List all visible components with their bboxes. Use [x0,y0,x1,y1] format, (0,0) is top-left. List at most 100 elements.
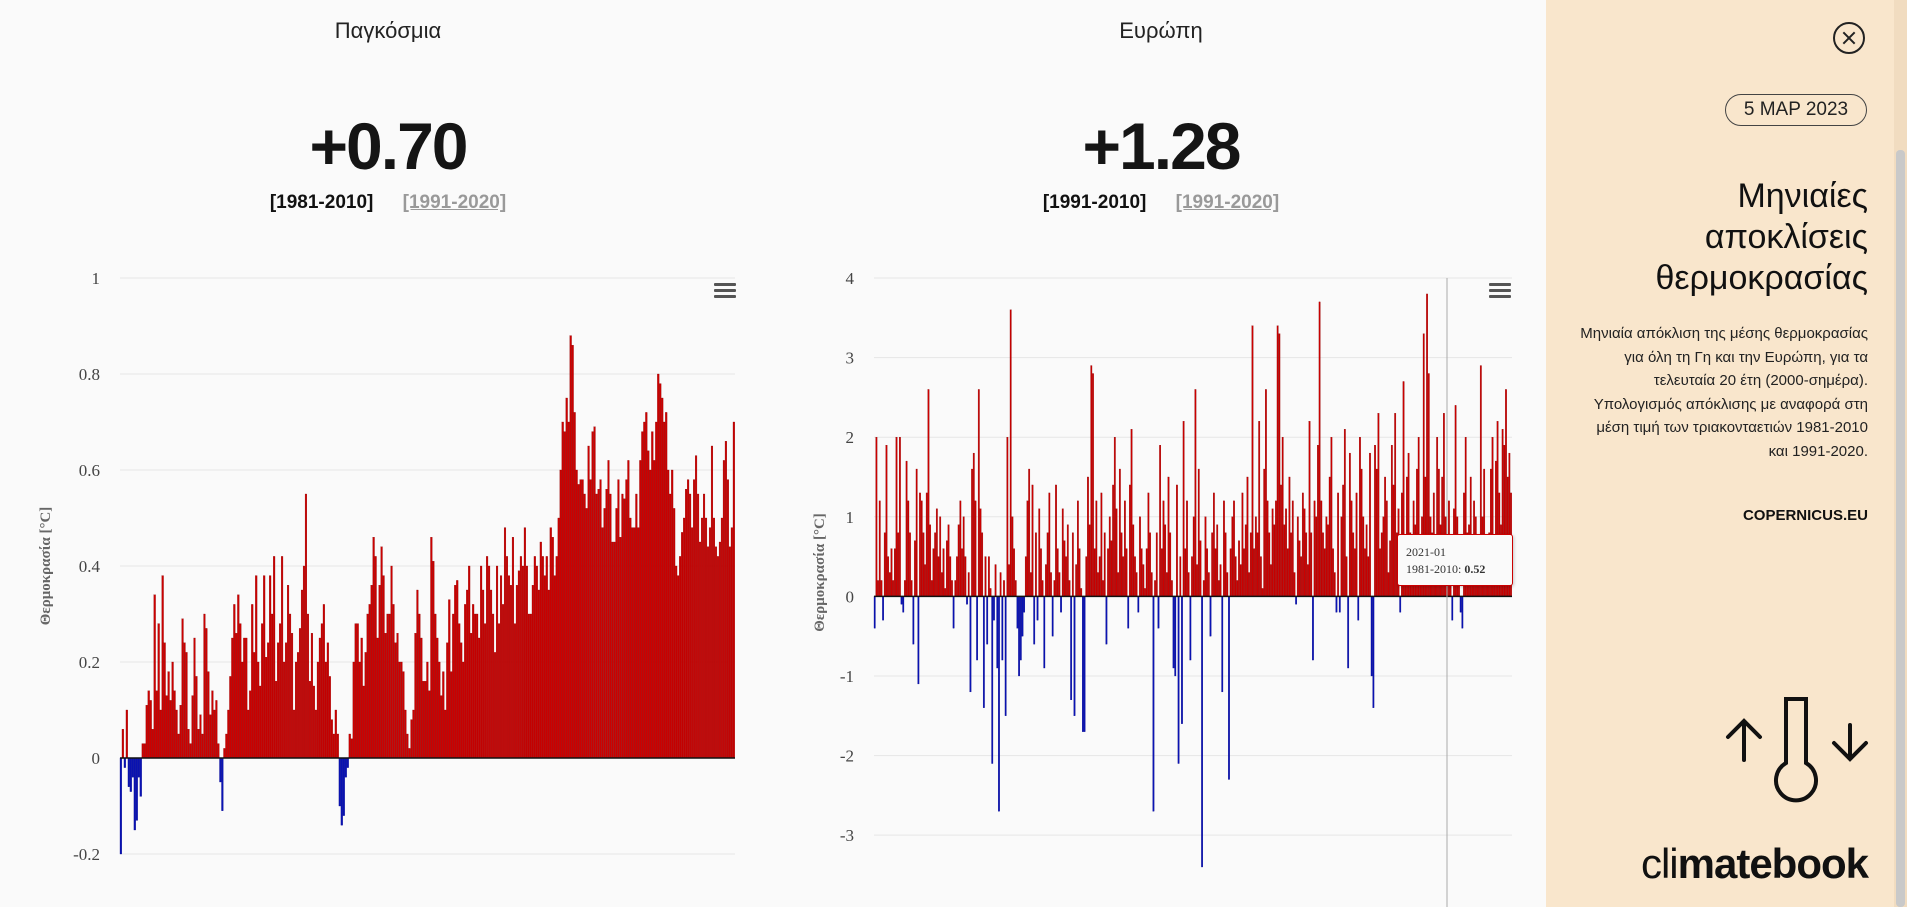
europe-bar[interactable] [1009,309,1012,597]
global-bar[interactable] [229,676,232,759]
europe-bar[interactable] [1154,580,1156,597]
europe-bar[interactable] [957,524,960,597]
europe-bar[interactable] [1268,532,1271,597]
global-bar[interactable] [712,517,715,759]
europe-bar[interactable] [1211,532,1214,597]
europe-bar[interactable] [887,556,890,597]
global-bar[interactable] [722,460,725,759]
global-bar[interactable] [539,541,542,759]
europe-bar[interactable] [1055,484,1057,597]
global-bar[interactable] [571,345,574,759]
global-bar[interactable] [239,623,242,759]
europe-bar[interactable] [1107,548,1109,597]
global-bar[interactable] [468,565,471,759]
global-bar[interactable] [374,556,377,759]
europe-bar[interactable] [919,492,921,597]
global-bar[interactable] [706,546,710,759]
global-bar[interactable] [334,709,337,759]
global-bar[interactable] [601,527,604,759]
global-bar[interactable] [726,479,729,759]
global-bar[interactable] [442,671,445,759]
global-bar[interactable] [135,757,138,821]
europe-bar[interactable] [1216,524,1219,597]
global-bar[interactable] [677,575,680,759]
global-bar[interactable] [215,700,218,759]
global-bar[interactable] [155,690,158,759]
europe-bar[interactable] [1105,596,1108,645]
europe-bar[interactable] [1270,564,1272,597]
global-bar[interactable] [593,426,596,759]
europe-bar[interactable] [1058,572,1061,597]
global-bar[interactable] [599,479,602,759]
europe-bar[interactable] [1315,516,1318,597]
global-bar[interactable] [470,633,473,759]
global-bar[interactable] [619,537,622,759]
global-bar[interactable] [583,493,586,759]
europe-bar[interactable] [932,548,935,597]
global-bar[interactable] [350,738,353,759]
global-bar[interactable] [255,575,258,759]
global-bar[interactable] [623,498,626,759]
europe-bar[interactable] [989,588,992,597]
global-bar[interactable] [486,556,489,759]
global-bar[interactable] [378,585,381,759]
europe-bar[interactable] [1006,437,1009,597]
global-bar[interactable] [263,575,266,759]
europe-bar[interactable] [1152,596,1155,812]
europe-bar[interactable] [1187,572,1190,597]
europe-bar[interactable] [1357,596,1360,621]
global-bar[interactable] [657,373,660,759]
global-bar[interactable] [547,589,550,759]
europe-bar[interactable] [961,548,963,597]
europe-bar[interactable] [1273,524,1276,597]
global-bar[interactable] [728,546,731,759]
global-bar[interactable] [133,757,136,831]
europe-bar[interactable] [1125,548,1128,597]
europe-bar[interactable] [1320,500,1323,597]
global-bar[interactable] [352,661,355,759]
europe-bar[interactable] [924,564,926,597]
europe-bar[interactable] [939,516,942,597]
global-bar[interactable] [366,613,369,759]
europe-bar[interactable] [976,596,978,661]
global-bar[interactable] [139,757,142,797]
europe-bar[interactable] [1018,596,1020,677]
global-bar[interactable] [446,642,449,759]
global-bar[interactable] [356,623,359,759]
europe-bar[interactable] [1048,492,1051,597]
global-bar[interactable] [314,709,317,759]
global-bar[interactable] [243,637,246,759]
global-bar[interactable] [444,709,447,759]
europe-bar[interactable] [934,532,937,597]
europe-bar[interactable] [967,572,970,597]
global-bar[interactable] [189,743,192,759]
europe-bar[interactable] [949,556,952,597]
europe-bar[interactable] [1204,516,1207,597]
europe-bar[interactable] [1300,556,1303,597]
global-bar[interactable] [474,613,477,759]
global-bar[interactable] [354,623,357,759]
europe-bar[interactable] [1214,548,1217,597]
europe-bar[interactable] [1209,596,1212,637]
europe-bar[interactable] [909,532,911,597]
europe-bar[interactable] [1073,596,1076,716]
global-bar[interactable] [462,661,465,759]
global-bar[interactable] [370,585,373,759]
europe-bar[interactable] [1189,596,1192,661]
europe-bar[interactable] [1379,548,1381,597]
global-bar[interactable] [494,652,497,759]
europe-bar[interactable] [1184,548,1187,597]
global-bar[interactable] [302,565,305,759]
europe-bar[interactable] [988,556,990,597]
europe-bar[interactable] [1261,588,1264,597]
europe-bar[interactable] [991,596,994,764]
global-bar[interactable] [304,493,307,759]
europe-bar[interactable] [1145,548,1148,597]
global-bar[interactable] [165,695,168,759]
global-bar[interactable] [683,517,686,759]
global-bar[interactable] [283,661,286,759]
europe-bar[interactable] [1243,548,1245,597]
global-bar[interactable] [145,705,148,759]
europe-bar[interactable] [1286,548,1289,597]
global-bar[interactable] [197,729,200,759]
